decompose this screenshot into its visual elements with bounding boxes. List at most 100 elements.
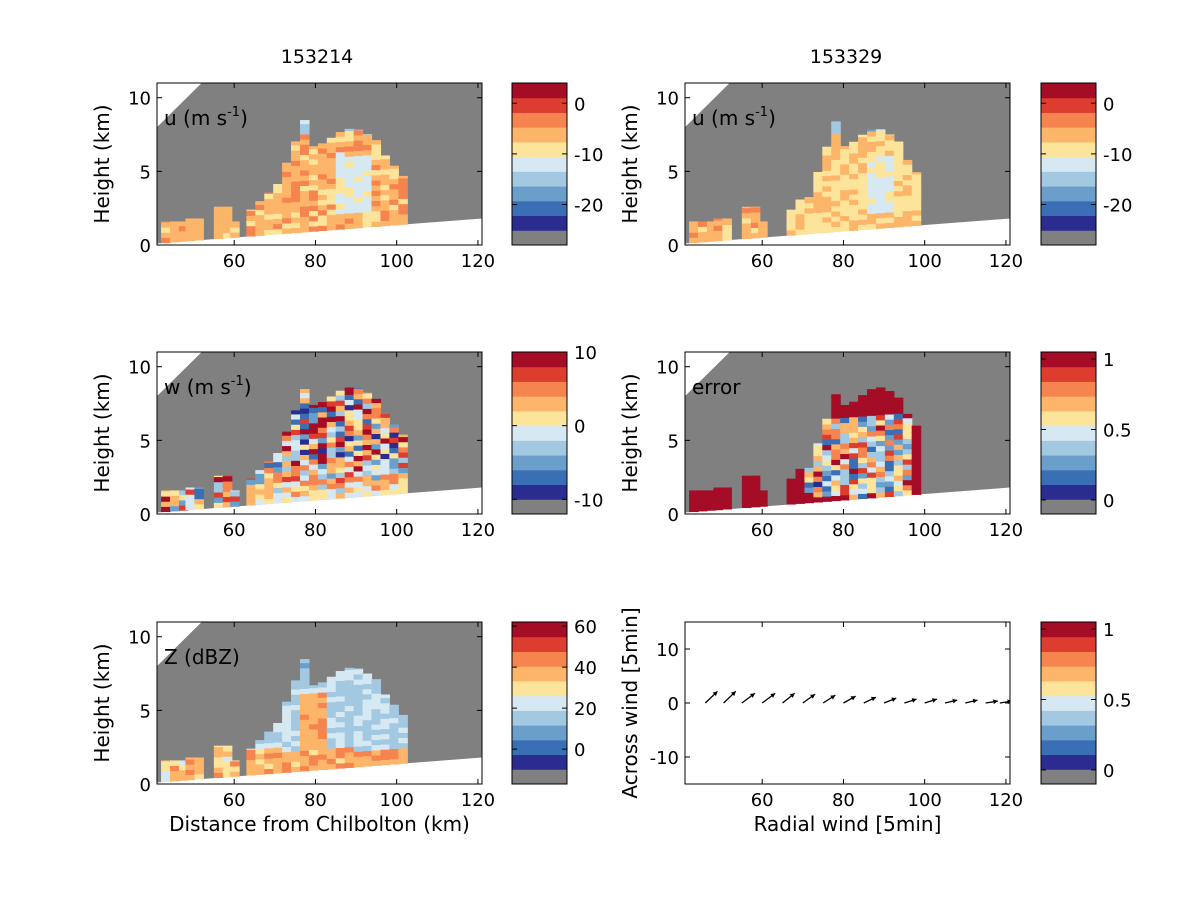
colorbar-tick-label: 0.5 [1103, 690, 1132, 711]
x-tick-label: 120 [461, 520, 495, 541]
below-beam-region [685, 487, 1010, 514]
y-axis-label: Height (km) [90, 643, 114, 762]
wind-arrow [985, 699, 998, 705]
y-tick-label: 10 [128, 628, 151, 649]
y-axis-label: Height (km) [90, 104, 114, 223]
colorbar-swatch [512, 410, 567, 427]
colorbar: 10.50 [1040, 620, 1132, 785]
colorbar-tick-label: 60 [574, 617, 597, 638]
colorbar-swatch [512, 156, 567, 172]
colorbar-swatch [1041, 469, 1096, 486]
colorbar-swatch [1041, 186, 1096, 202]
colorbar-swatch [1041, 410, 1096, 427]
colorbar-swatch [1041, 83, 1096, 99]
colorbar-swatch [1041, 636, 1096, 652]
panel-label-main: u (m s [692, 106, 755, 130]
colorbar-swatch [512, 680, 567, 697]
axes-frame [684, 351, 1011, 515]
x-tick-label: 60 [751, 790, 774, 811]
x-tick-label: 120 [461, 251, 495, 272]
colorbar-swatch [512, 396, 567, 412]
x-tick-label: 120 [989, 251, 1023, 272]
colorbar-swatch [512, 455, 567, 471]
blank-corner [157, 352, 202, 397]
blank-corner [685, 352, 730, 397]
plot-area [157, 83, 482, 245]
y-tick-label: 5 [668, 431, 679, 452]
colorbar-swatch [1041, 739, 1096, 756]
colorbar-swatch [512, 127, 567, 143]
y-axis-label: Height (km) [618, 104, 642, 223]
y-tick-label: 0 [668, 505, 679, 526]
field-cells [161, 659, 408, 783]
below-beam-region [157, 218, 482, 245]
colorbar-swatch [1041, 425, 1096, 441]
panel-label-end: ) [768, 106, 776, 130]
field-cells [689, 387, 922, 513]
x-tick-label: 60 [751, 251, 774, 272]
colorbar-frame [511, 82, 568, 246]
wind-arrow [741, 692, 756, 704]
panel-u-153329: 60 80 100 120 0 5 10 Height (km) u (m s-1) 0 -10 -2… [618, 82, 1132, 272]
colorbar-swatch [1041, 666, 1096, 682]
panel-label-main: u (m s [164, 106, 227, 130]
column-title-153214: 153214 [281, 46, 354, 68]
plot-area [157, 622, 482, 784]
colorbar-swatch [512, 695, 567, 711]
colorbar-tick-label: -20 [1103, 196, 1132, 217]
column-title-153329: 153329 [810, 46, 883, 68]
colorbar-swatch [1041, 381, 1096, 397]
colorbar-swatch [1041, 484, 1096, 500]
wind-arrow [822, 694, 836, 704]
panel-label: Z (dBZ) [164, 645, 240, 669]
field-cells [689, 121, 922, 244]
colorbar-swatch [512, 666, 567, 682]
panel-label: u (m s-1) [164, 105, 248, 130]
x-axis-label: Radial wind [5min] [754, 812, 942, 836]
colorbar-tick-label: 1 [1103, 620, 1114, 641]
y-tick-label: 10 [128, 89, 151, 110]
colorbar-frame [1040, 82, 1097, 246]
colorbar-swatch [1041, 396, 1096, 412]
plot-area [157, 352, 482, 514]
colorbar-swatch [1041, 680, 1096, 697]
y-tick-label: 0 [140, 505, 151, 526]
blank-corner [157, 622, 202, 667]
axes-frame [156, 351, 483, 515]
colorbar-swatch [1041, 695, 1096, 711]
y-tick-label: 5 [140, 431, 151, 452]
colorbar-swatch [1041, 366, 1096, 382]
wind-arrow [761, 692, 776, 704]
wind-arrow [843, 695, 856, 704]
colorbar-swatch [512, 739, 567, 756]
y-tick-label: 5 [140, 162, 151, 183]
field-cells [161, 387, 408, 513]
x-tick-label: 80 [304, 251, 327, 272]
colorbar-swatch [1041, 352, 1096, 368]
blank-corner [157, 83, 202, 128]
blank-corner [685, 83, 730, 128]
colorbar-tick-label: 0 [574, 417, 585, 438]
panel-label-end: ) [244, 375, 252, 399]
colorbar-swatch [1041, 230, 1096, 246]
colorbar: 10 0 -10 [511, 343, 603, 515]
x-tick-label: 80 [304, 520, 327, 541]
wind-arrows [704, 690, 1010, 705]
x-tick-label: 60 [751, 520, 774, 541]
y-tick-label: -10 [650, 748, 679, 769]
wind-arrow [965, 698, 978, 704]
colorbar-swatch [512, 230, 567, 246]
colorbar-swatch [512, 200, 567, 217]
x-tick-label: 80 [304, 790, 327, 811]
colorbar-swatch [1041, 651, 1096, 667]
wind-arrow [782, 692, 796, 704]
colorbar-tick-label: 0 [574, 94, 585, 115]
x-tick-label: 80 [832, 520, 855, 541]
axes-frame [156, 82, 483, 246]
colorbar-swatch [512, 141, 567, 158]
wind-arrow [924, 698, 938, 704]
